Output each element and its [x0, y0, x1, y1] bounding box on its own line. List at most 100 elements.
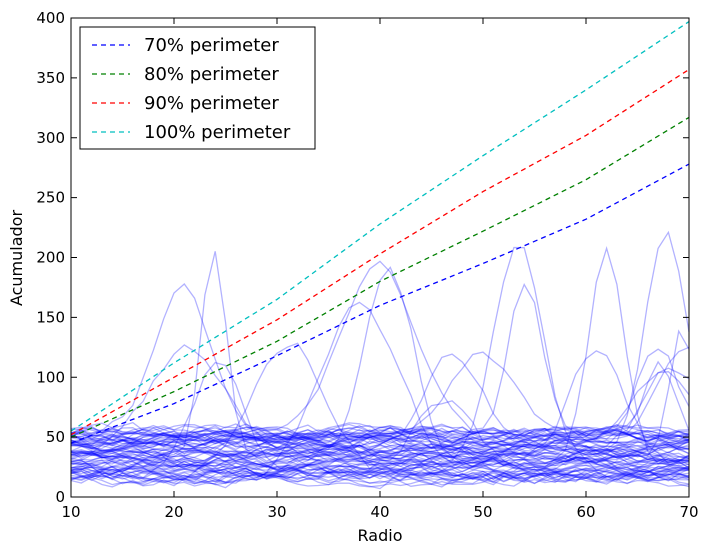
y-tick-label: 50: [46, 428, 65, 446]
background-trace: [70, 431, 690, 454]
background-trace: [70, 466, 690, 487]
background-trace: [70, 458, 690, 482]
background-trace: [70, 423, 690, 442]
background-trace: [70, 348, 690, 447]
background-trace: [70, 371, 690, 451]
background-trace: [70, 429, 690, 454]
x-tick-label: 60: [576, 503, 595, 521]
background-trace: [70, 301, 690, 483]
background-trace: [70, 424, 690, 446]
x-tick-label: 20: [164, 503, 183, 521]
background-trace: [70, 251, 690, 469]
background-trace: [70, 353, 690, 462]
series-line-4: [70, 21, 690, 432]
background-trace: [70, 360, 690, 446]
background-trace: [70, 463, 690, 484]
series-line-2: [70, 116, 690, 438]
background-trace: [70, 230, 690, 465]
background-trace: [70, 245, 690, 469]
background-trace: [70, 429, 690, 451]
background-trace: [70, 344, 690, 460]
background-trace: [70, 438, 690, 456]
background-trace: [70, 434, 690, 457]
background-trace: [70, 400, 690, 473]
background-trace: [70, 451, 690, 468]
y-axis-label: Acumulador: [7, 210, 26, 307]
series-line-1: [70, 163, 690, 444]
y-tick-label: 200: [36, 249, 65, 267]
background-trace: [70, 448, 690, 469]
legend-entry: 90% perimeter: [144, 93, 279, 114]
background-trace: [71, 441, 690, 460]
background-trace: [70, 469, 690, 488]
background-trace: [70, 424, 690, 439]
y-tick-label: 300: [36, 129, 65, 147]
background-trace: [70, 260, 690, 447]
background-trace: [70, 439, 690, 460]
background-trace: [70, 350, 690, 473]
background-trace: [70, 351, 690, 450]
background-trace: [70, 453, 690, 475]
background-trace: [70, 361, 690, 483]
y-tick-label: 0: [55, 488, 65, 506]
background-trace: [70, 246, 690, 482]
legend: 70% perimeter 80% perimeter 90% perimeter 1…: [79, 26, 316, 150]
background-trace: [71, 458, 690, 476]
background-trace: [70, 454, 690, 479]
background-trace: [70, 465, 690, 479]
background-trace: [70, 346, 690, 448]
x-axis-label: Radio: [358, 526, 403, 545]
series-lines: [70, 21, 690, 444]
y-tick-label: 150: [36, 308, 65, 326]
background-trace: [70, 423, 690, 446]
background-trace: [70, 329, 690, 465]
background-trace: [70, 438, 690, 460]
background-trace: [70, 449, 690, 466]
background-trace: [70, 467, 690, 486]
background-trace: [70, 422, 690, 444]
background-trace: [70, 439, 690, 458]
background-trace: [70, 443, 690, 464]
background-trace: [70, 342, 690, 482]
x-tick-label: 30: [267, 503, 286, 521]
background-trace: [70, 431, 690, 452]
y-tick-label: 400: [36, 9, 65, 27]
background-trace: [70, 456, 690, 478]
background-trace: [70, 427, 690, 449]
background-trace: [70, 423, 690, 442]
background-trace: [70, 438, 690, 455]
y-tick-label: 100: [36, 368, 65, 386]
background-trace: [70, 461, 690, 482]
x-tick-label: 50: [473, 503, 492, 521]
background-trace: [70, 445, 690, 470]
y-tick-label: 350: [36, 69, 65, 87]
background-trace: [70, 447, 690, 464]
background-trace: [70, 462, 690, 487]
legend-box: [79, 26, 316, 150]
background-trace: [70, 466, 690, 484]
background-trace: [70, 466, 690, 487]
background-trace: [70, 455, 690, 473]
x-tick-label: 70: [679, 503, 698, 521]
background-trace: [70, 282, 690, 448]
background-trace: [70, 423, 690, 446]
background-trace: [70, 266, 690, 473]
x-tick-label: 40: [370, 503, 389, 521]
background-trace: [70, 367, 690, 449]
background-trace: [70, 421, 690, 444]
background-trace: [70, 465, 690, 485]
legend-entry: 80% perimeter: [144, 64, 279, 85]
background-trace: [70, 443, 690, 462]
series-line-3: [70, 68, 690, 436]
background-trace: [70, 429, 690, 448]
background-trace: [70, 455, 690, 473]
y-tick-label: 250: [36, 189, 65, 207]
legend-entry: 100% perimeter: [144, 122, 291, 143]
background-trace: [70, 456, 690, 477]
background-trace: [70, 468, 690, 489]
background-trace: [70, 467, 690, 490]
background-trace: [70, 434, 690, 456]
background-trace: [70, 423, 690, 442]
background-traces: [70, 230, 690, 490]
